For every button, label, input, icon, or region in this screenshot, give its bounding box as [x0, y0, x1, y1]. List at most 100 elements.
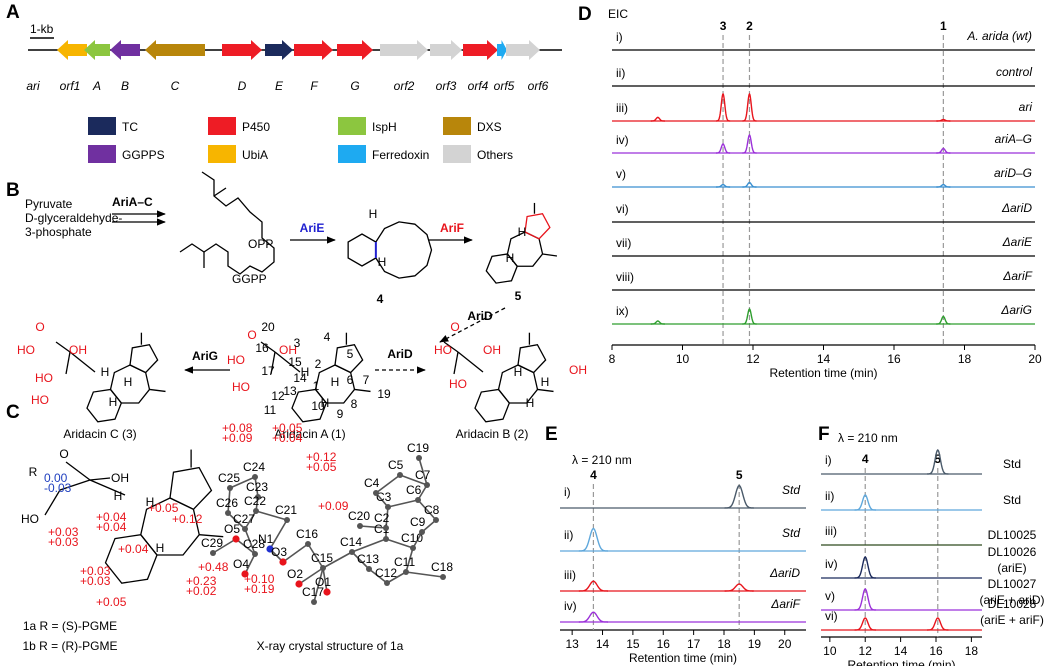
structure-bond — [213, 187, 227, 197]
atom-label: OH — [279, 343, 297, 357]
crystal-atom — [227, 485, 233, 491]
crystal-atom — [373, 490, 379, 496]
legend-swatch — [443, 117, 471, 135]
peak — [936, 183, 951, 188]
crystal-bond — [307, 543, 324, 569]
delta-value: +0.48 — [198, 560, 229, 574]
scheme-label: Pyruvate — [25, 197, 73, 211]
atom-number: 20 — [261, 320, 275, 334]
bond — [274, 351, 301, 373]
crystal-bond — [387, 499, 419, 508]
crystal-atom — [349, 549, 355, 555]
panel-letter: E — [545, 424, 558, 445]
crystal-atom — [284, 517, 290, 523]
crystal-atom-label: C26 — [216, 496, 238, 510]
x-tick-label: 12 — [746, 352, 760, 366]
detection-label: λ = 210 nm — [572, 453, 632, 467]
atom-label: H — [124, 375, 133, 389]
crystal-bond — [244, 553, 256, 575]
bond — [453, 351, 459, 375]
crystal-atom — [410, 545, 416, 551]
delta-value: +0.08 — [222, 421, 253, 435]
crystal-atom-label: C10 — [401, 531, 423, 545]
marker-label: 5 — [736, 468, 743, 482]
crystal-bond — [322, 567, 328, 593]
delta-value: +0.03 — [48, 525, 79, 539]
x-tick-label: 19 — [748, 637, 762, 651]
trace-name: ΔariD — [769, 566, 800, 580]
atom-label: H — [101, 365, 110, 379]
x-axis-label: Retention time (min) — [629, 651, 737, 665]
atom-label: H — [526, 396, 535, 410]
gene-arrow — [57, 40, 87, 60]
legend-label: IspH — [372, 120, 397, 134]
atom-label: H — [109, 395, 118, 409]
scheme-label: AriA–C — [112, 195, 153, 209]
x-tick-label: 13 — [565, 637, 579, 651]
trace-name: ΔariD — [1001, 201, 1032, 215]
crystal-atom — [433, 517, 439, 523]
legend-label: UbiA — [242, 148, 268, 162]
atom-label: HO — [434, 343, 452, 357]
delta-value: +0.19 — [244, 582, 275, 596]
trace-name: ΔariE — [1002, 235, 1033, 249]
atom-number: 15 — [288, 355, 302, 369]
trace-name: DL10025 — [988, 528, 1037, 542]
crystal-atom — [232, 535, 240, 543]
crystal-atom-label: C23 — [246, 480, 268, 494]
structure-bond — [517, 343, 547, 374]
crystal-atom-label: C18 — [431, 560, 453, 574]
x-tick-label: 14 — [817, 352, 831, 366]
atom-label: H — [156, 541, 165, 555]
structure-bond — [179, 171, 275, 275]
delta-value: +0.02 — [186, 584, 217, 598]
panel-letter: B — [6, 180, 20, 201]
gene-arrow — [145, 40, 205, 60]
caption: 1b R = (R)-PGME — [22, 639, 117, 653]
trace-name: A. arida (wt) — [966, 29, 1032, 43]
crystal-atom-label: C12 — [375, 566, 397, 580]
crystal-atom — [252, 474, 258, 480]
crystal-atom — [305, 541, 311, 547]
legend-swatch — [208, 145, 236, 163]
legend-label: P450 — [242, 120, 270, 134]
crystal-bond — [375, 474, 401, 494]
crystal-atom — [320, 565, 326, 571]
x-tick-label: 15 — [626, 637, 640, 651]
crystal-atom — [419, 529, 425, 535]
crystal-atom-label: C14 — [340, 535, 362, 549]
marker-label: 4 — [590, 468, 597, 482]
scheme-label: AriE — [300, 221, 325, 235]
crystal-atom-label: C25 — [218, 471, 240, 485]
legend-swatch — [208, 117, 236, 135]
peak — [578, 611, 608, 623]
bond — [199, 534, 224, 538]
trace-name: ΔariG — [1000, 303, 1032, 317]
crystal-bond — [385, 506, 389, 529]
trace-index: i) — [616, 30, 623, 44]
gene-arrow — [110, 40, 140, 60]
trace-name: (ariE + ariD) — [979, 593, 1044, 607]
delta-value: +0.03 — [80, 574, 111, 588]
gene-arrow — [337, 40, 373, 60]
trace-name: Std — [782, 526, 800, 540]
crystal-atom — [383, 525, 389, 531]
x-tick-label: 18 — [965, 644, 979, 658]
x-tick-label: 10 — [823, 644, 837, 658]
atom-number: 4 — [324, 330, 331, 344]
panel-letter: A — [6, 2, 20, 23]
trace-index: iv) — [616, 133, 629, 147]
trace-name: ariD–G — [994, 166, 1032, 180]
crystal-atom-label: O1 — [315, 575, 331, 589]
crystal-atom — [384, 580, 390, 586]
structure-bond — [86, 388, 123, 423]
trace-name: (ariE + ariF) — [980, 613, 1044, 627]
delta-value: 0.00 — [44, 471, 68, 485]
x-tick-label: 8 — [609, 352, 616, 366]
crystal-atom-label: C16 — [296, 527, 318, 541]
scheme-label: 4 — [377, 292, 384, 306]
atom-label: H — [518, 225, 527, 239]
structure-bond — [485, 253, 518, 284]
delta-value: +0.09 — [318, 499, 349, 513]
trace-name: Std — [1003, 457, 1021, 471]
